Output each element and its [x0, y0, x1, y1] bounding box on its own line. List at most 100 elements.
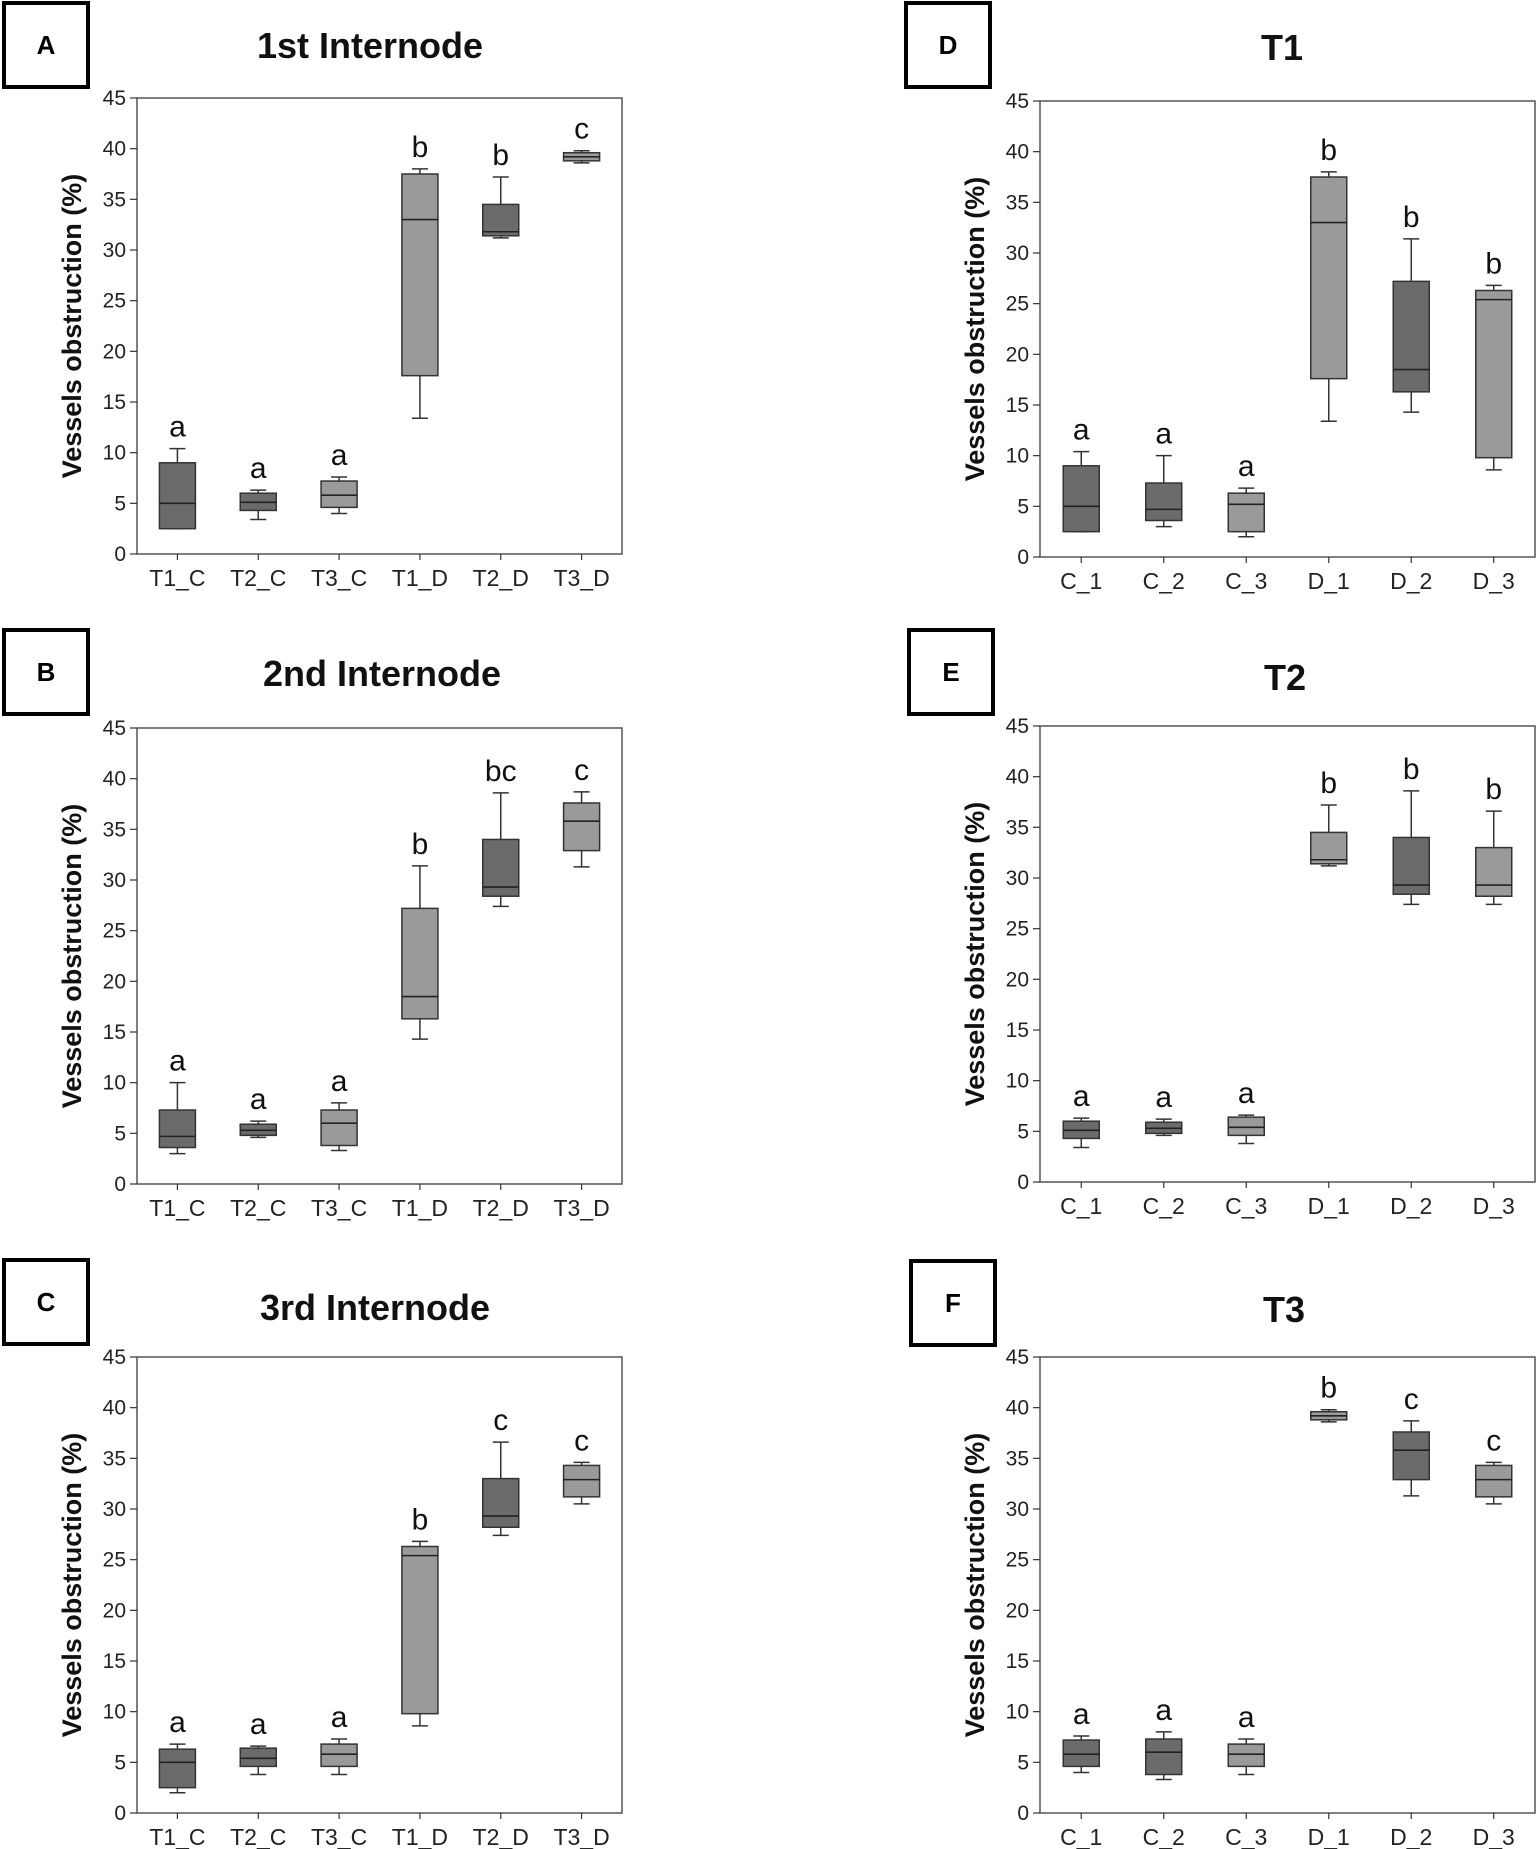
box-iqr [1227, 1743, 1265, 1768]
y-tick-label: 40 [103, 138, 126, 161]
y-tick-label: 45 [103, 87, 126, 110]
y-tick-label: 25 [103, 290, 126, 313]
panel-letter-box [2, 1258, 90, 1346]
panel-letter-box [2, 628, 90, 716]
box-group: b D_2 [1390, 201, 1432, 594]
x-tick-label: T3_D [553, 1824, 609, 1849]
x-tick-label: T2_C [230, 1195, 286, 1221]
box-iqr [1475, 289, 1513, 459]
y-axis-label: Vessels obstruction (%) [960, 802, 990, 1107]
box-group: c T2_D [473, 1404, 529, 1849]
panel-f: F T3 0 5 10 15 20 25 30 35 40 45 Vessels obstruction… [909, 1259, 1536, 1849]
x-tick-label: T2_C [230, 565, 286, 591]
x-tick-label: T3_C [311, 1195, 367, 1221]
box-group: a C_3 [1225, 1701, 1267, 1849]
box-group: b D_1 [1308, 134, 1350, 594]
x-tick-label: T1_C [149, 1195, 205, 1221]
y-tick-label: 10 [1006, 1701, 1029, 1724]
box-iqr [1475, 846, 1513, 897]
panel-d: D T1 0 5 10 15 20 25 30 35 40 45 Vessels obstruction… [904, 1, 1536, 594]
y-tick-label: 25 [103, 1549, 126, 1572]
box-group: b T1_D [392, 1503, 448, 1849]
y-tick-label: 20 [103, 340, 126, 363]
box-group: a C_1 [1060, 1698, 1102, 1849]
panel-b: B 2nd Internode 0 5 10 15 20 25 30 35 40 45 Vessels … [2, 628, 623, 1221]
box-iqr [562, 802, 601, 852]
y-tick-label: 15 [103, 1021, 126, 1044]
x-tick-label: D_3 [1473, 1824, 1515, 1849]
y-tick-label: 35 [103, 818, 126, 841]
box-iqr [1392, 280, 1430, 393]
plot-frame [1039, 1356, 1536, 1814]
significance-label: b [492, 139, 509, 172]
significance-label: a [1073, 1698, 1090, 1731]
y-tick-label: 35 [1006, 1447, 1029, 1470]
x-tick-label: C_1 [1060, 568, 1102, 594]
y-tick-label: 45 [103, 1346, 126, 1369]
x-tick-label: D_1 [1308, 1193, 1350, 1219]
box-group: c D_3 [1473, 1424, 1515, 1849]
significance-label: b [412, 1503, 429, 1536]
panel-c: C 3rd Internode 0 5 10 15 20 25 30 35 40 45 Vessels … [2, 1258, 623, 1849]
significance-label: a [1073, 1080, 1090, 1113]
y-tick-label: 35 [103, 1447, 126, 1470]
x-tick-label: C_2 [1143, 1193, 1185, 1219]
significance-label: a [331, 1701, 348, 1734]
y-tick-label: 45 [103, 717, 126, 740]
significance-label: a [331, 1065, 348, 1098]
box-group: a T1_C [149, 1706, 205, 1849]
y-tick-label: 45 [1006, 90, 1029, 113]
significance-label: c [1404, 1383, 1419, 1416]
x-tick-label: D_2 [1390, 1193, 1432, 1219]
significance-label: a [169, 1706, 186, 1739]
y-tick-label: 40 [103, 1397, 126, 1420]
y-axis-label: Vessels obstruction (%) [960, 1433, 990, 1738]
box-group: a T3_C [311, 439, 367, 591]
y-tick-label: 15 [1006, 1019, 1029, 1042]
box-group: a T2_C [230, 452, 286, 591]
y-tick-label: 15 [1006, 1650, 1029, 1673]
box-iqr [1310, 176, 1348, 380]
plot-frame [136, 1356, 623, 1814]
box-iqr [320, 1743, 358, 1768]
x-tick-label: T3_C [311, 565, 367, 591]
box-group: a T1_C [149, 411, 205, 591]
panel-letter-box [2, 1, 90, 89]
significance-label: c [574, 754, 589, 787]
y-tick-label: 35 [1006, 816, 1029, 839]
panel-title: T2 [1264, 657, 1306, 698]
box-group: a C_3 [1225, 450, 1267, 594]
box-iqr [320, 480, 358, 509]
box-group: c D_2 [1390, 1383, 1432, 1849]
x-tick-label: T1_C [149, 565, 205, 591]
box-group: b D_1 [1308, 1372, 1350, 1849]
significance-label: b [1320, 134, 1337, 167]
box-group: a C_2 [1143, 1694, 1185, 1849]
plot-frame [136, 727, 623, 1185]
box-group: bc T2_D [473, 755, 529, 1221]
x-tick-label: T1_C [149, 1824, 205, 1849]
significance-label: a [169, 1045, 186, 1078]
box-group: a T3_C [311, 1065, 367, 1221]
significance-label: b [1403, 753, 1420, 786]
significance-label: a [1155, 418, 1172, 451]
box-iqr [482, 203, 520, 237]
significance-label: a [1238, 1701, 1255, 1734]
x-tick-label: C_3 [1225, 1193, 1267, 1219]
significance-label: a [1155, 1081, 1172, 1114]
significance-label: a [250, 1083, 267, 1116]
panel-letter-box [907, 628, 995, 716]
y-tick-label: 30 [103, 1498, 126, 1521]
x-tick-label: T1_D [392, 1195, 448, 1221]
panel-letter: B [37, 657, 56, 687]
x-tick-label: T3_C [311, 1824, 367, 1849]
x-tick-label: C_1 [1060, 1824, 1102, 1849]
panel-a: A 1st Internode 0 5 10 15 20 25 30 35 40 45 Vessels … [2, 1, 623, 591]
significance-label: a [1073, 414, 1090, 447]
box-iqr [1145, 1738, 1183, 1776]
box-group: b T1_D [392, 828, 448, 1221]
x-tick-label: D_1 [1308, 1824, 1350, 1849]
y-tick-label: 20 [1006, 343, 1029, 366]
box-iqr [239, 1747, 277, 1768]
